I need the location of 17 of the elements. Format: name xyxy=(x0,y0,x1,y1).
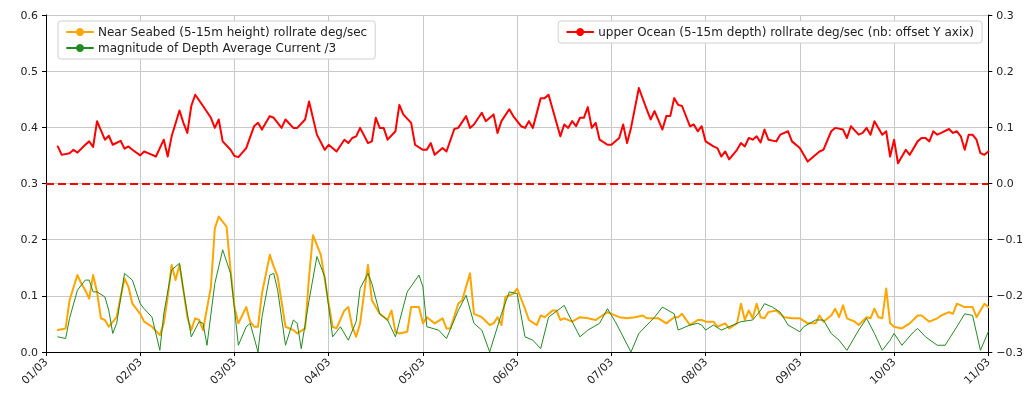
y2-tick-label: 0.0 xyxy=(996,177,1014,190)
y2-tick-label: 0.3 xyxy=(996,8,1014,22)
y2-tick-label: −0.1 xyxy=(996,233,1024,247)
y2-tick-label: 0.1 xyxy=(996,120,1014,134)
y-tick-label: 0.3 xyxy=(20,177,38,190)
y-tick-label: 0.5 xyxy=(20,64,38,78)
y2-tick-label: −0.2 xyxy=(996,289,1024,303)
y-tick-label: 0.1 xyxy=(20,289,38,303)
y-tick-label: 0.6 xyxy=(20,8,38,22)
legend-label: upper Ocean (5-15m depth) rollrate deg/sec (nb: offset Y axix) xyxy=(598,25,975,39)
legend-label: Near Seabed (5-15m height) rollrate deg/sec xyxy=(98,25,368,39)
y-tick-label: 0.0 xyxy=(20,345,38,359)
y-tick-label: 0.2 xyxy=(20,233,38,247)
y-tick-label: 0.4 xyxy=(20,120,38,134)
legend-label: magnitude of Depth Average Current /3 xyxy=(98,41,337,55)
y2-tick-label: −0.3 xyxy=(996,345,1024,359)
y2-tick-label: 0.2 xyxy=(996,64,1014,78)
